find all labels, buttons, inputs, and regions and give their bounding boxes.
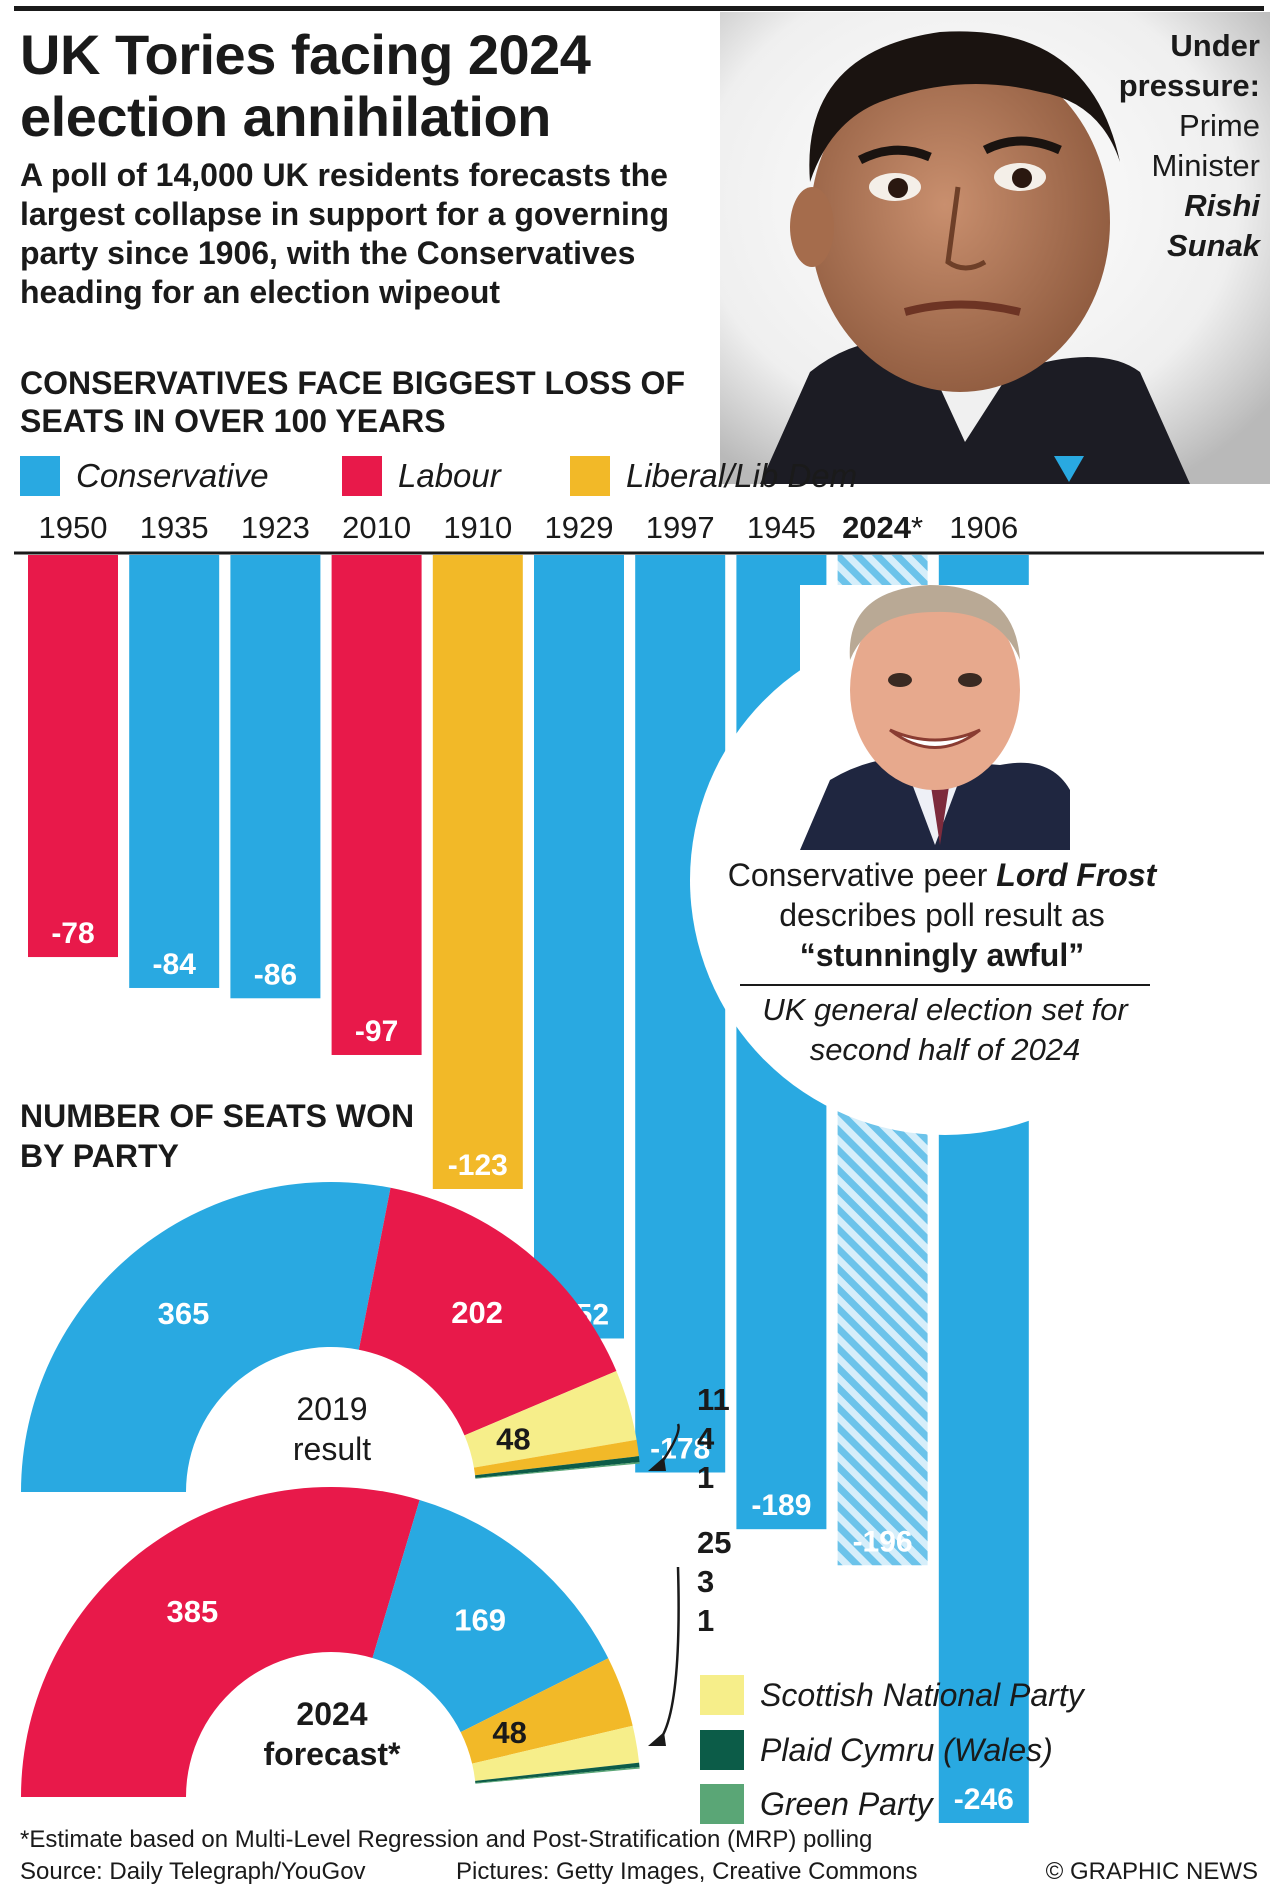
bar-chart-title: CONSERVATIVES FACE BIGGEST LOSS OF SEATS… bbox=[20, 365, 685, 439]
legend-item-snp: Scottish National Party bbox=[700, 1675, 1150, 1719]
quote-text-1: Conservative peer bbox=[727, 857, 997, 893]
seat-chart-1: 365 202 48 2019 result 11 4 1 bbox=[21, 1182, 730, 1495]
highlight-marker-2024 bbox=[1054, 456, 1084, 482]
seat-slice-1-snp bbox=[464, 1370, 637, 1468]
seat-chart-title-1-line2: result bbox=[293, 1431, 371, 1467]
legend-item-green: Green Party bbox=[700, 1784, 1150, 1828]
bar-value-label-2024: -196 bbox=[853, 1525, 913, 1558]
x-tick-label-2024: 2024* bbox=[842, 510, 923, 545]
footnote: *Estimate based on Multi-Level Regressio… bbox=[20, 1826, 873, 1853]
seat-callout-2-1: 3 bbox=[697, 1564, 714, 1599]
seat-slice-1-green bbox=[475, 1462, 640, 1479]
bar-1923 bbox=[230, 555, 321, 999]
bar-value-label-1950: -78 bbox=[51, 917, 94, 950]
seat-slice-2-green bbox=[475, 1767, 640, 1784]
seat-value-1-snp: 48 bbox=[496, 1422, 530, 1457]
seat-value-1-labour: 202 bbox=[451, 1295, 503, 1330]
photo-lord-frost bbox=[800, 585, 1070, 850]
x-tick-label-1945: 1945 bbox=[747, 510, 816, 545]
x-tick-label-1923: 1923 bbox=[241, 510, 310, 545]
seat-callout-1-1: 4 bbox=[697, 1421, 715, 1456]
legend-swatch-labour bbox=[342, 456, 382, 496]
legend-label-labour: Labour bbox=[398, 457, 501, 494]
bar-2010 bbox=[331, 555, 422, 1055]
seat-slice-1-plaid bbox=[475, 1456, 640, 1479]
seat-value-2-conservative: 169 bbox=[454, 1602, 506, 1637]
seat-value-2-libdem: 48 bbox=[492, 1715, 526, 1750]
bar-1910 bbox=[432, 555, 523, 1189]
bar-value-label-1906: -246 bbox=[954, 1783, 1014, 1816]
seat-value-2-labour: 385 bbox=[167, 1594, 219, 1629]
quote-divider bbox=[740, 984, 1150, 986]
seat-callout-arrowhead-2 bbox=[648, 1732, 666, 1746]
caption-role: Prime Minister bbox=[1151, 108, 1260, 183]
bar-value-label-1997: -178 bbox=[650, 1432, 710, 1465]
seat-value-1-conservative: 365 bbox=[158, 1296, 210, 1331]
sunak-photo-caption: Under pressure: Prime Minister Rishi Sun… bbox=[1090, 26, 1260, 266]
caption-name-last: Sunak bbox=[1166, 228, 1260, 263]
seat-chart-2: 385 169 48 2024 forecast* 25 3 1 bbox=[21, 1487, 731, 1797]
x-tick-label-1950: 1950 bbox=[39, 510, 108, 545]
seat-callout-1-2: 1 bbox=[697, 1460, 714, 1495]
seat-callout-1-0: 11 bbox=[697, 1382, 730, 1417]
election-date-note: UK general election set for second half … bbox=[762, 992, 1128, 1067]
seat-slice-2-conservative bbox=[372, 1499, 609, 1733]
bar-value-label-1923: -86 bbox=[254, 958, 297, 991]
seat-slice-2-labour bbox=[21, 1487, 420, 1797]
page-subtitle: A poll of 14,000 UK residents forecasts … bbox=[20, 157, 669, 310]
x-tick-label-1910: 1910 bbox=[443, 510, 512, 545]
seat-slice-1-libdem bbox=[473, 1439, 639, 1476]
seat-callout-arrowhead-1 bbox=[648, 1457, 666, 1471]
bar-1997 bbox=[635, 555, 726, 1473]
seat-chart-title-1-line1: 2019 bbox=[296, 1391, 367, 1427]
bar-1950 bbox=[28, 555, 118, 958]
seat-slice-2-libdem bbox=[460, 1658, 633, 1764]
graphic-news-credit: © GRAPHIC NEWS bbox=[1045, 1858, 1258, 1885]
legend-label-libdem: Liberal/Lib Dem bbox=[626, 457, 858, 494]
seat-callout-2-0: 25 bbox=[697, 1525, 731, 1560]
seats-heading: NUMBER OF SEATS WON BY PARTY bbox=[20, 1098, 415, 1174]
seat-slice-1-conservative bbox=[21, 1182, 391, 1492]
legend-label-snp: Scottish National Party bbox=[760, 1677, 1084, 1713]
bar-value-label-2010: -97 bbox=[355, 1015, 398, 1048]
source-credit: Source: Daily Telegraph/YouGov bbox=[20, 1858, 366, 1885]
legend-swatch-plaid bbox=[700, 1730, 744, 1770]
x-tick-label-2010: 2010 bbox=[342, 510, 411, 545]
bar-value-label-1935: -84 bbox=[153, 948, 197, 981]
legend-swatch-conservative bbox=[20, 456, 60, 496]
caption-name-first: Rishi bbox=[1184, 188, 1260, 223]
top-rule bbox=[14, 6, 1264, 11]
x-tick-label-1929: 1929 bbox=[545, 510, 614, 545]
bar-value-label-1910: -123 bbox=[448, 1149, 508, 1182]
legend-label-conservative: Conservative bbox=[76, 457, 269, 494]
quote-emphasis: “stunningly awful” bbox=[799, 937, 1085, 973]
seat-chart-title-2-line1: 2024 bbox=[296, 1696, 367, 1732]
seat-slice-2-snp bbox=[472, 1725, 640, 1781]
seat-slice-1-labour bbox=[358, 1187, 617, 1436]
seat-chart-title-2-line2: forecast* bbox=[264, 1736, 402, 1772]
seat-callout-arrow-2 bbox=[658, 1566, 680, 1741]
x-tick-label-1935: 1935 bbox=[140, 510, 209, 545]
photo-rishi-sunak bbox=[720, 12, 1270, 484]
x-tick-label-1997: 1997 bbox=[646, 510, 715, 545]
bar-value-label-1945: -189 bbox=[751, 1489, 811, 1522]
quote-name: Lord Frost bbox=[996, 857, 1157, 893]
x-tick-label-1906: 1906 bbox=[949, 510, 1018, 545]
pictures-credit: Pictures: Getty Images, Creative Commons bbox=[456, 1858, 918, 1885]
lord-frost-quote: Conservative peer Lord Frost describes p… bbox=[712, 855, 1172, 975]
legend-swatch-libdem bbox=[570, 456, 610, 496]
bar-1929 bbox=[534, 555, 624, 1339]
seat-callout-2-2: 1 bbox=[697, 1603, 714, 1638]
bar-1935 bbox=[129, 555, 220, 988]
page-title: UK Tories facing 2024 election annihilat… bbox=[20, 23, 591, 148]
caption-under-pressure: Under pressure: bbox=[1118, 28, 1260, 103]
legend-label-green: Green Party bbox=[760, 1786, 933, 1822]
legend-label-plaid: Plaid Cymru (Wales) bbox=[760, 1732, 1053, 1768]
seat-slice-2-plaid bbox=[475, 1762, 640, 1784]
legend-swatch-green bbox=[700, 1784, 744, 1824]
legend-swatch-snp bbox=[700, 1675, 744, 1715]
legend-item-plaid: Plaid Cymru (Wales) bbox=[700, 1730, 1150, 1774]
quote-text-2: describes poll result as bbox=[779, 897, 1105, 933]
